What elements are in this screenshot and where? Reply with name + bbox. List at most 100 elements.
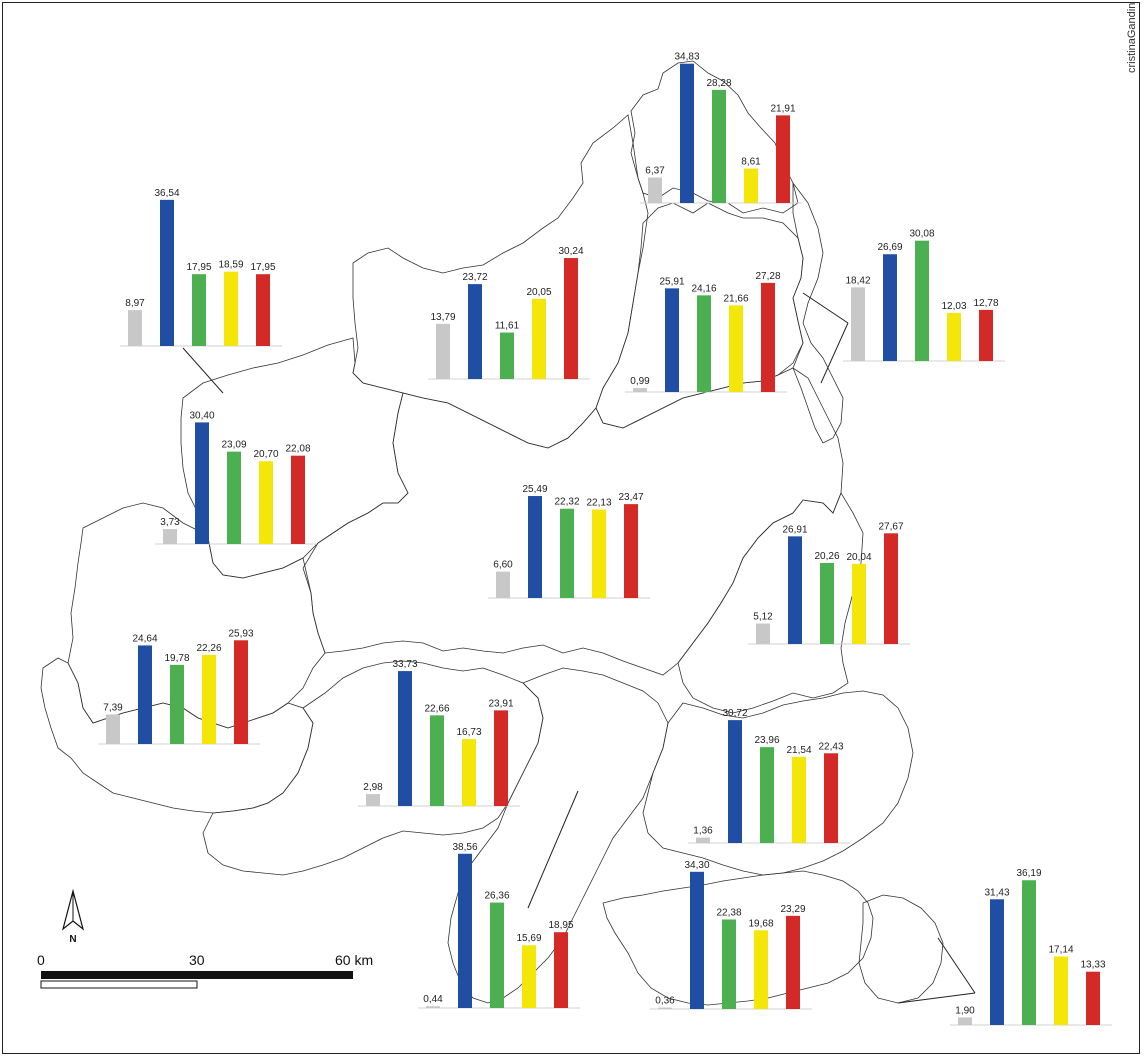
north-arrow: N <box>61 888 85 945</box>
bar-value-label: 30,24 <box>558 246 583 257</box>
chart-south: 0,44 38,56 26,36 15,69 18,95 <box>418 842 580 1009</box>
boundary-southeast <box>858 894 944 1004</box>
chart-south-bottom: 0,36 34,30 22,38 19,68 23,29 <box>650 860 812 1010</box>
chart-northwest: 8,97 36,54 17,95 18,59 17,95 <box>120 188 282 347</box>
bar-south-3 <box>522 945 536 1008</box>
bar-south-4 <box>554 932 568 1008</box>
bar-value-label: 8,61 <box>741 157 761 168</box>
bar-southwest-4 <box>234 640 248 744</box>
bar-value-label: 11,61 <box>495 321 520 332</box>
bar-value-label: 16,73 <box>456 727 481 738</box>
bar-value-label: 13,33 <box>1080 960 1105 971</box>
bar-south-0 <box>426 1006 440 1008</box>
leader-line-northeast-2 <box>820 322 849 384</box>
leader-line-southeast <box>937 937 976 994</box>
bar-value-label: 17,95 <box>250 262 275 273</box>
bar-south-bottom-3 <box>754 930 768 1009</box>
leader-line-south <box>527 790 579 909</box>
bar-value-label: 12,03 <box>941 301 966 312</box>
bar-value-label: 15,69 <box>516 933 541 944</box>
bar-northeast-3 <box>947 312 961 361</box>
bar-south-center-2 <box>430 715 444 806</box>
bar-value-label: 2,98 <box>363 782 383 793</box>
bar-value-label: 7,39 <box>103 702 123 713</box>
chart-southeast: 1,90 31,43 36,19 17,14 13,33 <box>950 868 1112 1026</box>
bar-value-label: 25,91 <box>659 276 684 287</box>
bar-north-east-inner-4 <box>761 282 775 392</box>
bar-south-2 <box>490 902 504 1008</box>
bar-value-label: 1,36 <box>693 826 713 837</box>
bar-value-label: 34,30 <box>684 860 709 871</box>
map-credit: cristinaGandini 06 <box>1126 3 1138 73</box>
bar-value-label: 22,13 <box>586 497 611 508</box>
leader-line-southeast-2 <box>897 992 976 1004</box>
bar-value-label: 24,64 <box>132 633 157 644</box>
bar-value-label: 23,72 <box>462 272 487 283</box>
bar-value-label: 6,60 <box>493 560 513 571</box>
scale-label-30: 30 <box>189 952 205 968</box>
bar-south-bottom-4 <box>786 915 800 1009</box>
bar-north-center-2 <box>500 332 514 379</box>
chart-north-top: 6,37 34,83 28,28 8,61 21,91 <box>640 52 802 204</box>
district-bar-charts: 6,37 34,83 28,28 8,61 21,91 8,97 36,54 17,95 18,… <box>98 52 1112 1026</box>
bar-southwest-1 <box>138 645 152 744</box>
bar-south-1 <box>458 853 472 1008</box>
bar-south-center-3 <box>462 739 476 806</box>
bar-value-label: 25,93 <box>228 628 253 639</box>
bar-value-label: 25,49 <box>522 484 547 495</box>
bar-east-0 <box>756 623 770 644</box>
bar-north-top-3 <box>744 168 758 203</box>
bar-value-label: 20,70 <box>253 449 278 460</box>
bar-south-bottom-1 <box>690 871 704 1009</box>
bar-north-center-3 <box>532 298 546 379</box>
boundary-north-center <box>352 114 649 449</box>
bar-value-label: 21,54 <box>786 745 811 756</box>
bar-north-top-2 <box>712 89 726 203</box>
bar-south-center-4 <box>494 710 508 806</box>
bar-value-label: 23,91 <box>488 698 513 709</box>
bar-value-label: 19,68 <box>748 918 773 929</box>
bar-east-1 <box>788 536 802 644</box>
bar-value-label: 33,73 <box>392 659 417 670</box>
bar-value-label: 26,91 <box>782 524 807 535</box>
bar-northwest-3 <box>224 271 238 346</box>
bar-northeast-1 <box>883 254 897 361</box>
bar-value-label: 0,36 <box>655 996 675 1007</box>
bar-northwest-4 <box>256 274 270 346</box>
chart-southwest: 7,39 24,64 19,78 22,26 25,93 <box>98 628 260 745</box>
chart-north-center: 13,79 23,72 11,61 20,05 30,24 <box>428 246 590 380</box>
bar-value-label: 21,66 <box>723 293 748 304</box>
boundary-northeast <box>792 181 844 444</box>
bar-value-label: 36,54 <box>154 188 179 199</box>
map-canvas: 6,37 34,83 28,28 8,61 21,91 8,97 36,54 17,95 18,… <box>37 3 1138 1026</box>
bar-northeast-0 <box>851 287 865 361</box>
bar-east-2 <box>820 562 834 644</box>
chart-north-east-inner: 0,99 25,91 24,16 21,66 27,28 <box>625 271 787 393</box>
scale-bar: 0 30 60 km <box>37 952 373 989</box>
north-label: N <box>69 934 76 945</box>
bar-southeast-upper-0 <box>696 837 710 843</box>
bar-southeast-1 <box>990 899 1004 1025</box>
bar-value-label: 3,73 <box>160 517 180 528</box>
bar-value-label: 34,83 <box>674 52 699 63</box>
bar-south-center-1 <box>398 671 412 806</box>
bar-southeast-4 <box>1086 971 1100 1025</box>
bar-north-east-inner-0 <box>633 388 647 392</box>
bar-southeast-0 <box>958 1017 972 1025</box>
scale-label-0: 0 <box>37 952 45 968</box>
boundary-south-center <box>202 660 544 876</box>
chart-northeast: 18,42 26,69 30,08 12,03 12,78 <box>843 229 1005 362</box>
bar-center-0 <box>496 571 510 598</box>
bar-south-bottom-0 <box>658 1007 672 1009</box>
bar-value-label: 38,56 <box>452 842 477 853</box>
bar-value-label: 18,59 <box>218 260 243 271</box>
bar-south-bottom-2 <box>722 919 736 1009</box>
bar-value-label: 24,16 <box>691 283 716 294</box>
bar-north-east-inner-3 <box>729 305 743 392</box>
district-boundaries <box>40 60 944 1006</box>
bar-west-4 <box>291 455 305 544</box>
bar-northwest-2 <box>192 274 206 346</box>
bar-value-label: 1,90 <box>955 1005 975 1016</box>
bar-value-label: 26,69 <box>877 242 902 253</box>
bar-south-center-0 <box>366 794 380 806</box>
